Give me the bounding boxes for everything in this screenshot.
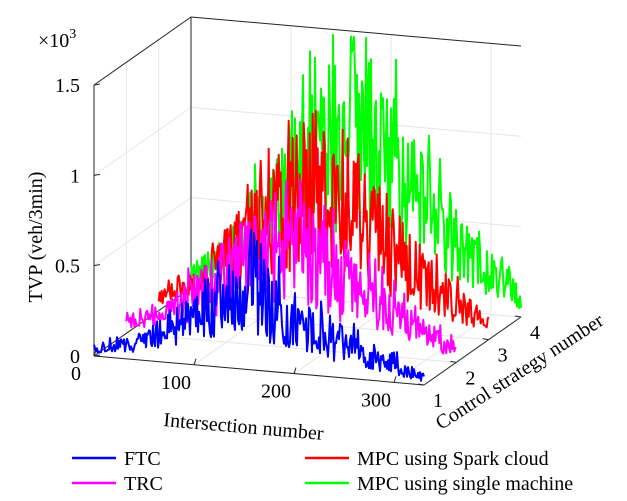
z-tick-mark bbox=[93, 83, 101, 86]
z-exponent-label: ×103 bbox=[38, 27, 76, 52]
z-axis-title: TVP (veh/3min) bbox=[25, 172, 47, 303]
x-tick-label: 200 bbox=[261, 381, 291, 403]
z-tick-label: 1.5 bbox=[55, 75, 80, 97]
z-tick-mark bbox=[93, 264, 101, 267]
y-axis-title: Control strategy number bbox=[432, 309, 608, 434]
z-tick-label: 0 bbox=[70, 346, 80, 368]
series-line-ftc bbox=[93, 229, 425, 382]
z-tick-mark bbox=[93, 173, 101, 176]
side-pane bbox=[94, 17, 191, 356]
x-tick-mark bbox=[93, 349, 97, 357]
top-edge-side bbox=[93, 16, 192, 86]
y-tick-label: 4 bbox=[530, 322, 540, 344]
y-tick-mark bbox=[514, 315, 522, 318]
z-tick-label: 1 bbox=[70, 165, 80, 187]
z-gridline-side bbox=[93, 197, 192, 267]
series-line-trc bbox=[125, 178, 457, 355]
y-tick-label: 1 bbox=[433, 390, 443, 412]
x-gridline-floor bbox=[393, 313, 492, 383]
z-tick-label: 0.5 bbox=[55, 256, 80, 278]
legend-label-mpc-using-spark-cloud: MPC using Spark cloud bbox=[357, 448, 549, 470]
series-line-mpc-using-spark-cloud bbox=[157, 109, 490, 329]
z-gridline-side bbox=[93, 106, 192, 176]
x-tick-mark bbox=[193, 358, 197, 365]
x-tick-label: 0 bbox=[71, 363, 81, 385]
y-tick-mark bbox=[417, 383, 425, 386]
legend-label-ftc: FTC bbox=[124, 448, 161, 470]
legend-label-mpc-using-single-machine: MPC using single machine bbox=[357, 473, 573, 495]
z-tick-mark bbox=[93, 354, 101, 357]
chart-legend-layer: FTC TRC MPC using Spark cloud MPC using sin… bbox=[72, 448, 573, 495]
x-tick-mark bbox=[393, 376, 397, 383]
y-tick-mark bbox=[450, 360, 457, 363]
x-tick-label: 100 bbox=[161, 372, 191, 394]
y-tick-label: 2 bbox=[465, 367, 475, 389]
y-gridline-floor bbox=[126, 332, 457, 363]
legend-label-trc: TRC bbox=[124, 473, 163, 495]
x-axis-line bbox=[93, 355, 425, 386]
top-edge-back bbox=[190, 16, 522, 47]
x-axis-title: Intersection number bbox=[163, 409, 325, 445]
chart-series-layer bbox=[93, 33, 522, 382]
y-axis-line bbox=[423, 316, 522, 386]
x-tick-mark bbox=[293, 367, 297, 374]
x-tick-label: 300 bbox=[361, 389, 391, 411]
y-tick-mark bbox=[482, 338, 489, 341]
y-tick-label: 3 bbox=[498, 345, 508, 367]
